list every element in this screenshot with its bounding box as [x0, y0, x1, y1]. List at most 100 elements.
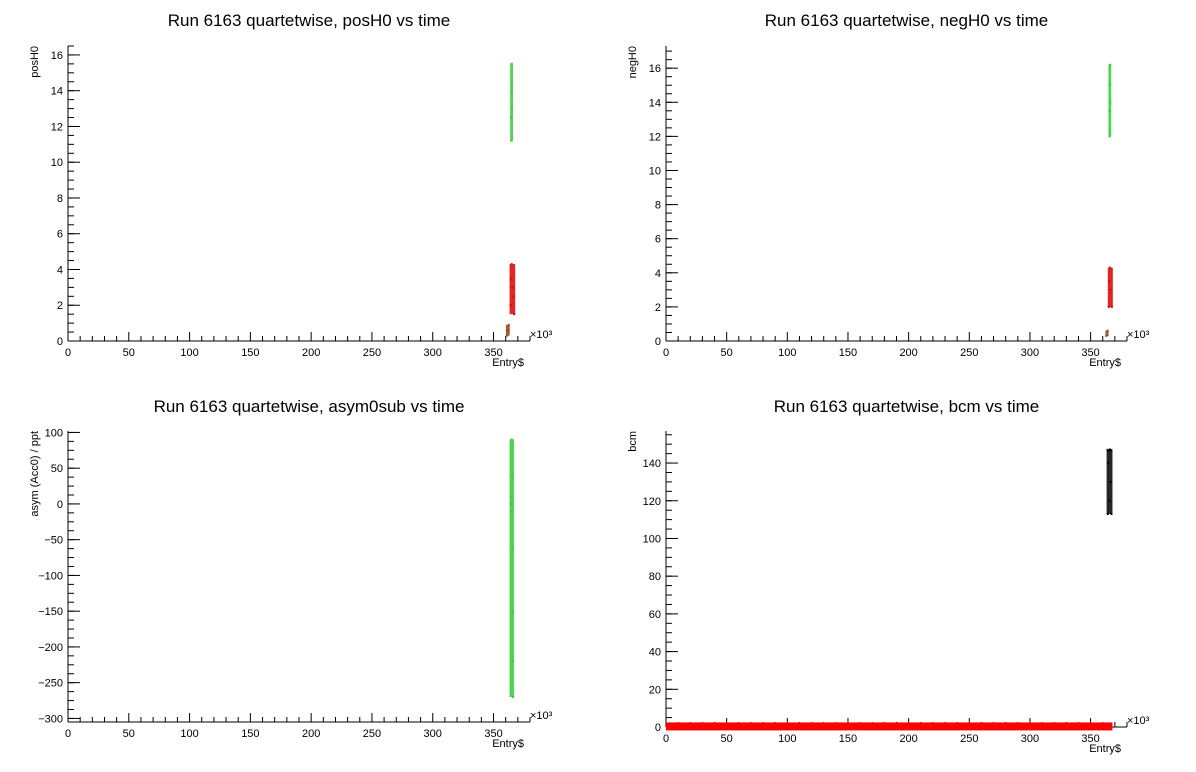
data-cluster — [1108, 64, 1112, 137]
y-tick-label: 2 — [57, 300, 63, 312]
x-tick-label: 300 — [1021, 347, 1039, 359]
x-tick-label: 100 — [180, 728, 198, 740]
chart-panel-4: Run 6163 quartetwise, bcm vs time 0 50 100 1… — [627, 397, 1150, 755]
y-tick-label: 6 — [655, 234, 661, 246]
x-tick-label: 250 — [960, 733, 978, 745]
y-axis-label: asym (Acc0) / ppt — [29, 431, 41, 517]
y-tick-label: 16 — [649, 63, 661, 75]
x-tick-label: 200 — [899, 733, 917, 745]
x-tick-label: 50 — [721, 733, 733, 745]
y-tick-label: −50 — [44, 535, 63, 547]
y-tick-label: 4 — [57, 264, 63, 276]
data-cluster — [509, 264, 516, 315]
x-axis-label: Entry$ — [1089, 743, 1121, 755]
y-tick-label: 120 — [643, 496, 661, 508]
x-tick-label: 150 — [839, 733, 857, 745]
x-tick-label: 200 — [302, 728, 320, 740]
x-tick-label: 0 — [65, 347, 71, 359]
y-tick-label: 40 — [649, 647, 661, 659]
x-multiplier: ×10³ — [530, 710, 553, 722]
y-tick-label: −100 — [38, 570, 63, 582]
series-1 — [1108, 63, 1112, 138]
y-tick-label: 0 — [655, 336, 661, 348]
y-tick-label: 16 — [51, 50, 63, 62]
series-1 — [510, 62, 514, 142]
x-tick-label: 250 — [960, 347, 978, 359]
data-point — [510, 62, 513, 65]
series-2 — [1106, 448, 1113, 515]
x-tick-label: 300 — [424, 347, 442, 359]
chart-title: Run 6163 quartetwise, bcm vs time — [774, 397, 1040, 416]
data-cluster — [505, 324, 510, 336]
data-band — [666, 722, 1113, 731]
x-tick-label: 100 — [778, 733, 796, 745]
data-cluster — [509, 439, 515, 697]
y-tick-label: 10 — [649, 165, 661, 177]
data-cluster — [1105, 330, 1109, 336]
x-tick-label: 0 — [663, 347, 669, 359]
y-tick-label: 8 — [655, 200, 661, 212]
y-tick-label: 140 — [643, 458, 661, 470]
series-3 — [1105, 329, 1109, 337]
series-3 — [505, 323, 510, 337]
y-tick-label: 100 — [45, 427, 63, 439]
y-tick-label: 12 — [51, 121, 63, 133]
x-tick-label: 250 — [363, 347, 381, 359]
x-multiplier: ×10³ — [1127, 715, 1150, 727]
x-tick-label: 350 — [1081, 347, 1099, 359]
y-tick-label: −250 — [38, 678, 63, 690]
chart-title: Run 6163 quartetwise, asym0sub vs time — [154, 397, 465, 416]
x-tick-label: 50 — [721, 347, 733, 359]
x-tick-label: 0 — [65, 728, 71, 740]
series-1 — [666, 722, 1113, 731]
x-tick-label: 150 — [241, 347, 259, 359]
y-tick-label: 4 — [655, 268, 661, 280]
chart-panel-2: Run 6163 quartetwise, negH0 vs time 0 50 10… — [627, 11, 1150, 369]
y-tick-label: 80 — [649, 571, 661, 583]
y-tick-label: 8 — [57, 193, 63, 205]
data-cluster — [510, 63, 514, 141]
x-tick-label: 50 — [123, 728, 135, 740]
x-tick-label: 150 — [241, 728, 259, 740]
x-tick-label: 350 — [484, 728, 502, 740]
y-tick-label: 100 — [643, 533, 661, 545]
y-tick-label: 60 — [649, 609, 661, 621]
x-tick-label: 0 — [663, 733, 669, 745]
x-multiplier: ×10³ — [1127, 329, 1150, 341]
series-2 — [1107, 266, 1113, 308]
y-tick-label: 0 — [57, 336, 63, 348]
data-cluster — [1107, 267, 1113, 307]
x-tick-label: 100 — [778, 347, 796, 359]
y-tick-label: 2 — [655, 302, 661, 314]
x-tick-label: 150 — [839, 347, 857, 359]
y-tick-label: 12 — [649, 131, 661, 143]
y-tick-label: −150 — [38, 606, 63, 618]
y-tick-label: −200 — [38, 642, 63, 654]
y-tick-label: 0 — [57, 499, 63, 511]
chart-panel-1: Run 6163 quartetwise, posH0 vs time 0 50 10… — [29, 11, 553, 369]
y-axis-label: negH0 — [627, 46, 639, 78]
x-tick-label: 350 — [1081, 733, 1099, 745]
x-tick-label: 200 — [302, 347, 320, 359]
chart-panel-3: Run 6163 quartetwise, asym0sub vs time 0 5… — [29, 397, 553, 750]
y-axis-label: posH0 — [29, 46, 41, 78]
x-tick-label: 350 — [484, 347, 502, 359]
y-tick-label: 50 — [51, 463, 63, 475]
x-tick-label: 300 — [1021, 733, 1039, 745]
y-tick-label: 0 — [655, 722, 661, 734]
y-tick-label: 10 — [51, 157, 63, 169]
chart-title: Run 6163 quartetwise, negH0 vs time — [765, 11, 1049, 30]
chart-title: Run 6163 quartetwise, posH0 vs time — [168, 11, 451, 30]
y-tick-label: 14 — [51, 86, 63, 98]
series-1 — [509, 438, 515, 698]
y-tick-label: −300 — [38, 713, 63, 725]
x-axis-label: Entry$ — [492, 357, 524, 369]
series-2 — [509, 263, 516, 316]
y-tick-label: 20 — [649, 684, 661, 696]
x-axis-label: Entry$ — [1089, 357, 1121, 369]
x-tick-label: 250 — [363, 728, 381, 740]
y-tick-label: 6 — [57, 229, 63, 241]
x-tick-label: 50 — [123, 347, 135, 359]
y-axis-label: bcm — [627, 431, 639, 452]
